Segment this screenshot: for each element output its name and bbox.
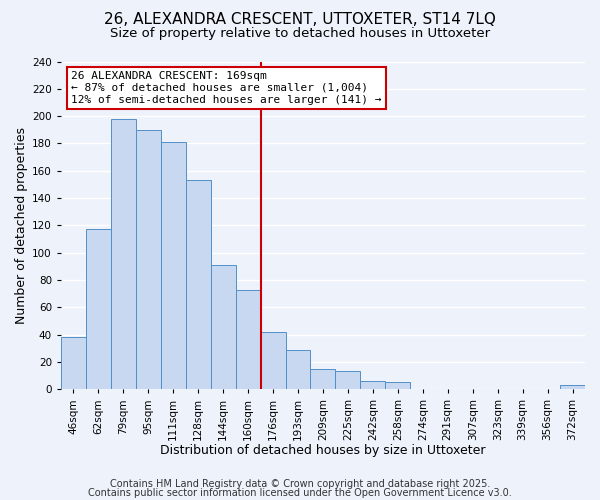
Bar <box>260 332 286 389</box>
Text: Size of property relative to detached houses in Uttoxeter: Size of property relative to detached ho… <box>110 28 490 40</box>
X-axis label: Distribution of detached houses by size in Uttoxeter: Distribution of detached houses by size … <box>160 444 486 458</box>
Bar <box>385 382 410 389</box>
Bar <box>236 290 260 389</box>
Bar <box>86 230 111 389</box>
Bar <box>211 265 236 389</box>
Bar <box>361 381 385 389</box>
Bar <box>111 119 136 389</box>
Bar <box>310 368 335 389</box>
Bar <box>560 385 585 389</box>
Text: 26, ALEXANDRA CRESCENT, UTTOXETER, ST14 7LQ: 26, ALEXANDRA CRESCENT, UTTOXETER, ST14 … <box>104 12 496 28</box>
Bar <box>186 180 211 389</box>
Y-axis label: Number of detached properties: Number of detached properties <box>15 127 28 324</box>
Text: 26 ALEXANDRA CRESCENT: 169sqm
← 87% of detached houses are smaller (1,004)
12% o: 26 ALEXANDRA CRESCENT: 169sqm ← 87% of d… <box>71 72 382 104</box>
Text: Contains public sector information licensed under the Open Government Licence v3: Contains public sector information licen… <box>88 488 512 498</box>
Text: Contains HM Land Registry data © Crown copyright and database right 2025.: Contains HM Land Registry data © Crown c… <box>110 479 490 489</box>
Bar <box>61 338 86 389</box>
Bar <box>136 130 161 389</box>
Bar <box>335 372 361 389</box>
Bar <box>286 350 310 389</box>
Bar <box>161 142 186 389</box>
